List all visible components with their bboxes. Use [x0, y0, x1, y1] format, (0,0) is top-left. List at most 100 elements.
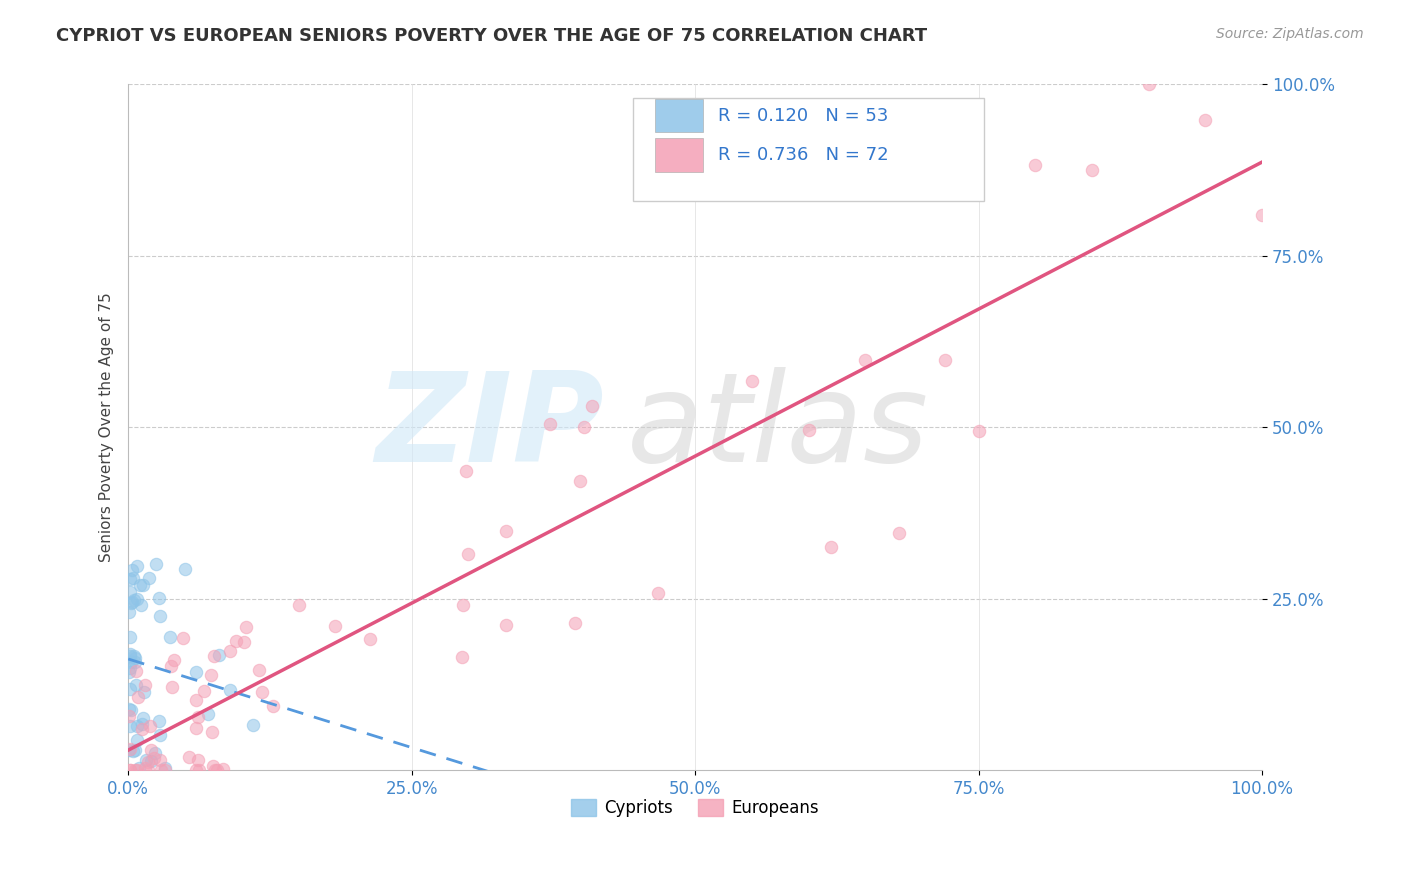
Point [143, 751, 166, 765]
Point [160, 659, 183, 673]
Point [143, 747, 166, 761]
Point [202, 758, 225, 772]
Point [122, 649, 145, 664]
Point [797, 423, 820, 437]
Point [118, 647, 141, 661]
Point [120, 763, 142, 777]
Point [145, 558, 167, 572]
Point [149, 763, 172, 777]
FancyBboxPatch shape [655, 138, 703, 171]
Point [208, 648, 231, 662]
Point [1024, 158, 1046, 172]
Point [118, 665, 141, 679]
Point [934, 352, 956, 367]
Point [184, 763, 207, 777]
Point [149, 728, 172, 742]
Point [149, 753, 172, 767]
Point [139, 719, 162, 733]
Point [242, 718, 264, 732]
Point [174, 562, 197, 576]
Point [457, 547, 479, 561]
Point [124, 664, 146, 678]
Point [193, 684, 215, 698]
Point [741, 374, 763, 388]
Point [125, 559, 148, 574]
Point [131, 717, 153, 731]
Text: CYPRIOT VS EUROPEAN SENIORS POVERTY OVER THE AGE OF 75 CORRELATION CHART: CYPRIOT VS EUROPEAN SENIORS POVERTY OVER… [56, 27, 928, 45]
Point [132, 578, 155, 592]
Point [120, 703, 142, 717]
Point [148, 714, 170, 728]
Point [172, 632, 194, 646]
Point [225, 634, 247, 648]
Point [124, 651, 146, 665]
Point [118, 743, 141, 757]
Point [138, 571, 160, 585]
Point [129, 578, 152, 592]
Point [250, 684, 273, 698]
Point [186, 721, 208, 735]
Point [118, 719, 141, 733]
Point [1194, 113, 1216, 128]
Point [1081, 163, 1104, 178]
Text: R = 0.736   N = 72: R = 0.736 N = 72 [718, 145, 889, 164]
Point [118, 584, 141, 599]
Point [159, 631, 181, 645]
Point [853, 352, 876, 367]
Point [120, 630, 142, 644]
FancyBboxPatch shape [633, 98, 984, 201]
Point [207, 763, 229, 777]
Point [118, 702, 141, 716]
Point [153, 763, 176, 777]
Point [118, 709, 141, 723]
Point [200, 668, 222, 682]
Point [187, 753, 209, 767]
Point [153, 761, 176, 775]
Point [124, 743, 146, 757]
Point [125, 733, 148, 747]
Point [454, 464, 477, 478]
Point [495, 618, 517, 632]
Point [1251, 208, 1274, 222]
Point [139, 743, 162, 757]
Point [359, 632, 381, 646]
Point [187, 710, 209, 724]
Point [127, 690, 149, 705]
Point [121, 571, 143, 585]
Point [186, 693, 208, 707]
Point [127, 763, 149, 777]
Point [125, 678, 148, 692]
Point [889, 526, 911, 541]
Point [118, 605, 141, 619]
Point [134, 685, 156, 699]
Point [204, 763, 226, 777]
Point [202, 649, 225, 664]
Point [125, 591, 148, 606]
Point [129, 598, 152, 612]
Point [568, 474, 591, 488]
Point [141, 754, 163, 768]
Text: atlas: atlas [627, 367, 929, 488]
Text: ZIP: ZIP [375, 367, 605, 488]
Point [124, 763, 146, 777]
Point [219, 643, 242, 657]
Point [118, 648, 141, 663]
FancyBboxPatch shape [655, 99, 703, 132]
Point [186, 665, 208, 680]
Point [451, 598, 474, 612]
Point [134, 678, 156, 692]
Point [122, 592, 145, 607]
Point [120, 572, 142, 586]
Point [247, 663, 270, 677]
Point [120, 742, 142, 756]
Point [647, 586, 669, 600]
Point [262, 699, 284, 714]
Point [572, 419, 595, 434]
Point [538, 417, 561, 431]
Point [128, 761, 150, 775]
Point [820, 541, 842, 555]
Y-axis label: Seniors Poverty Over the Age of 75: Seniors Poverty Over the Age of 75 [100, 293, 114, 562]
Point [125, 719, 148, 733]
Legend: Cypriots, Europeans: Cypriots, Europeans [564, 792, 825, 823]
Point [120, 681, 142, 696]
